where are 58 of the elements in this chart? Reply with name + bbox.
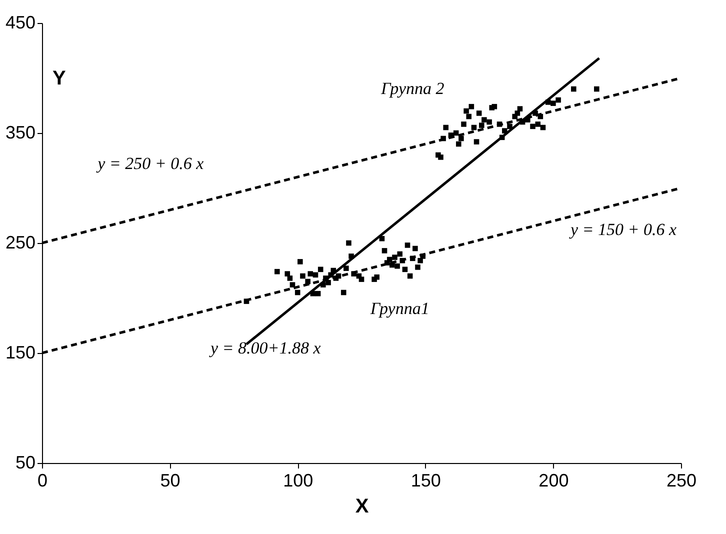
point <box>300 273 306 279</box>
point <box>571 86 576 92</box>
point <box>404 242 410 248</box>
point <box>464 108 469 114</box>
point <box>382 248 388 254</box>
annotation: y = 150 + 0.6 x <box>568 220 677 239</box>
x-tick-label: 150 <box>410 470 441 490</box>
point <box>517 106 523 112</box>
point <box>535 122 541 127</box>
point <box>476 110 482 116</box>
point <box>392 254 398 260</box>
x-tick-label: 200 <box>538 470 569 490</box>
y-axis-title: Y <box>52 68 66 90</box>
point <box>346 240 352 246</box>
point <box>530 124 536 130</box>
x-axis-title: X <box>355 496 370 518</box>
annotation: y = 8.00+1.88 x <box>208 338 322 358</box>
point <box>556 97 561 103</box>
point <box>394 263 400 269</box>
point <box>274 268 280 274</box>
annotation: Группа 2 <box>380 79 445 98</box>
y-tick-label: 150 <box>5 342 36 362</box>
point <box>458 136 464 142</box>
point <box>594 86 600 92</box>
x-tick-label: 250 <box>666 470 697 490</box>
point <box>284 271 290 276</box>
y-tick-label: 350 <box>5 122 36 142</box>
point <box>318 266 324 272</box>
y-tick-label: 450 <box>5 12 36 32</box>
point <box>298 259 303 264</box>
point <box>415 264 420 270</box>
point <box>466 114 472 120</box>
point <box>550 100 556 106</box>
point <box>486 119 492 125</box>
point <box>344 266 349 271</box>
point <box>461 122 466 127</box>
point <box>443 124 448 130</box>
point <box>358 276 364 282</box>
point <box>456 141 462 147</box>
point <box>478 122 484 128</box>
annotation: y = 250 + 0.6 x <box>96 154 204 173</box>
point <box>290 282 296 288</box>
point <box>438 154 444 160</box>
x-tick-label: 50 <box>160 470 180 490</box>
point <box>340 290 346 296</box>
point <box>502 128 508 134</box>
point <box>374 274 380 280</box>
point <box>482 117 487 122</box>
annotation: Группа1 <box>369 299 430 318</box>
x-tick-label: 100 <box>283 470 314 490</box>
y-tick-label: 250 <box>5 232 36 252</box>
point <box>412 246 418 252</box>
point <box>474 139 480 144</box>
point <box>308 271 314 276</box>
point <box>397 251 402 257</box>
point <box>287 276 293 281</box>
x-tick-label: 0 <box>37 470 48 490</box>
y-tick-label: 50 <box>15 452 36 472</box>
